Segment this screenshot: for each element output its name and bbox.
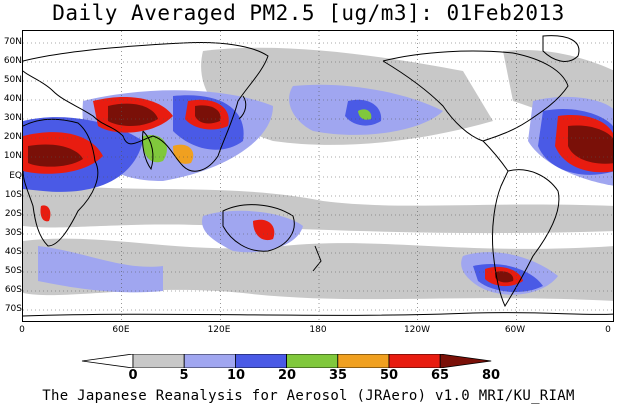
lat-label: EQ bbox=[9, 171, 22, 181]
colorbar-segment bbox=[286, 354, 339, 368]
lat-label: 30S bbox=[4, 228, 22, 238]
field-80-china bbox=[195, 105, 221, 124]
colorbar-segment bbox=[234, 354, 287, 368]
field-65-australia bbox=[253, 219, 275, 241]
lon-label: 0 bbox=[605, 325, 611, 335]
lon-label: 0 bbox=[19, 325, 25, 335]
map-panel bbox=[22, 30, 614, 322]
graticule bbox=[23, 31, 613, 321]
chart-title: Daily Averaged PM2.5 [ug/m3]: 01Feb2013 bbox=[52, 1, 565, 25]
field-35-pacific bbox=[358, 109, 372, 120]
field-80-atlantic bbox=[568, 125, 613, 164]
colorbar-label: 65 bbox=[430, 368, 450, 383]
colorbar-label: 5 bbox=[179, 368, 189, 383]
lat-label: 70N bbox=[3, 37, 22, 47]
coastlines bbox=[23, 35, 613, 317]
field-35-india bbox=[142, 135, 167, 163]
field-65-se-asia bbox=[173, 144, 194, 164]
colorbar-segment bbox=[183, 354, 236, 368]
colorbar-label: 80 bbox=[481, 368, 501, 383]
field-10-indian-ocean bbox=[38, 246, 163, 293]
concentration-fields bbox=[23, 47, 613, 301]
lat-label: 50N bbox=[3, 75, 22, 85]
lon-label: 120W bbox=[403, 325, 431, 335]
lat-label: 70S bbox=[4, 304, 22, 314]
field-80-south-america bbox=[495, 271, 514, 283]
colorbar-segment bbox=[439, 354, 492, 368]
field-5-southern-ocean bbox=[23, 238, 613, 301]
colorbar-label: 10 bbox=[226, 368, 246, 383]
lon-label: 120E bbox=[207, 325, 231, 335]
colorbar-label: 35 bbox=[328, 368, 348, 383]
lat-label: 50S bbox=[4, 266, 22, 276]
colorbar-segment bbox=[388, 354, 441, 368]
lat-label: 40S bbox=[4, 247, 22, 257]
lon-label: 60E bbox=[112, 325, 130, 335]
field-5-tropics bbox=[23, 181, 613, 234]
colorbar-label: 50 bbox=[379, 368, 399, 383]
lat-label: 10S bbox=[4, 190, 22, 200]
lon-label: 60W bbox=[504, 325, 526, 335]
colorbar-segment bbox=[132, 354, 185, 368]
colorbar-segment bbox=[337, 354, 390, 368]
lat-label: 60N bbox=[3, 56, 22, 66]
lat-label: 30N bbox=[3, 113, 22, 123]
lat-label: 40N bbox=[3, 94, 22, 104]
field-10-australia bbox=[202, 210, 303, 253]
lat-label: 60S bbox=[4, 285, 22, 295]
lat-label: 20N bbox=[3, 132, 22, 142]
colorbar-label: 0 bbox=[128, 368, 138, 383]
lat-label: 20S bbox=[4, 209, 22, 219]
field-20-madagascar bbox=[40, 205, 51, 222]
field-80-west-africa bbox=[28, 144, 83, 167]
colorbar-segment bbox=[81, 354, 134, 368]
lat-label: 10N bbox=[3, 151, 22, 161]
field-80-middle-east bbox=[108, 103, 158, 126]
footer-credit: The Japanese Reanalysis for Aerosol (JRA… bbox=[42, 388, 575, 404]
pm25-map bbox=[23, 31, 613, 321]
lon-label: 180 bbox=[309, 325, 327, 335]
colorbar bbox=[81, 354, 492, 368]
colorbar-label: 20 bbox=[277, 368, 297, 383]
